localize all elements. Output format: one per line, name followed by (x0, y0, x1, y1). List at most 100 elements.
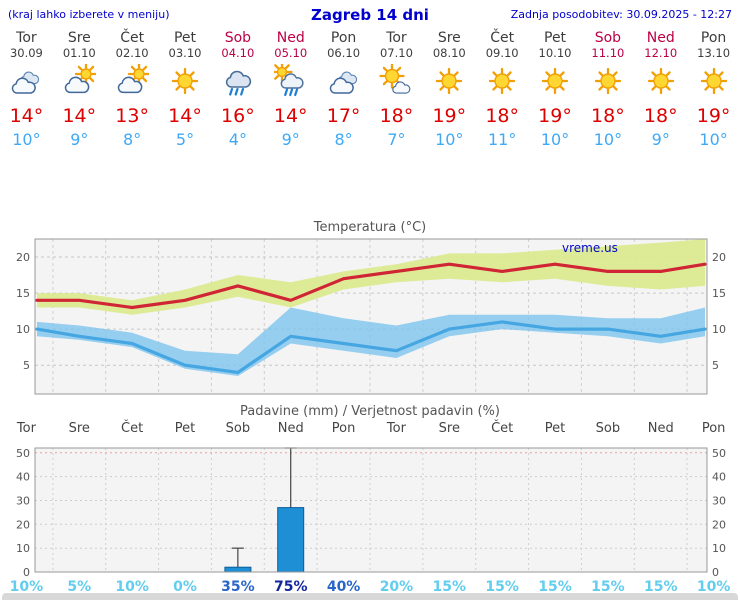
day-column[interactable]: Tor 30.09 14° 10° (0, 30, 53, 150)
precip-probability: 20% (379, 579, 414, 595)
sunny-icon (476, 61, 529, 104)
svg-text:0: 0 (712, 566, 719, 578)
day-name: Sob (594, 30, 622, 46)
sunny-icon (687, 61, 740, 104)
precip-day-label: Pon (701, 421, 726, 436)
max-temperature: 18° (643, 105, 678, 127)
day-name: Ned (276, 30, 305, 46)
svg-text:40: 40 (16, 471, 30, 484)
min-temperature: 8° (334, 130, 353, 149)
day-date: 07.10 (379, 46, 413, 60)
precip-day-label: Čet (491, 421, 514, 436)
day-column[interactable]: Tor 07.10 18° 7° (370, 30, 423, 150)
min-temperature: 9° (281, 130, 300, 149)
header: (kraj lahko izberete v meniju) Zagreb 14… (0, 3, 740, 25)
day-column[interactable]: Sob 11.10 18° 10° (581, 30, 634, 150)
precip-probability: 40% (326, 579, 361, 595)
day-date: 06.10 (327, 46, 361, 60)
precip-day-label: Sob (595, 421, 621, 436)
precip-day-label: Sre (438, 421, 460, 436)
min-temperature: 4° (228, 130, 247, 149)
sunny-icon (581, 61, 634, 104)
svg-text:10: 10 (16, 323, 30, 336)
temperature-chart: 5 5 10 10 15 15 20 20 vreme.us (16, 238, 726, 395)
min-temperature: 10° (435, 130, 464, 149)
day-column[interactable]: Pon 13.10 19° 10° (687, 30, 740, 150)
day-date: 02.10 (115, 46, 149, 60)
day-name: Sre (437, 30, 461, 46)
day-column[interactable]: Pet 10.10 19° 10° (529, 30, 582, 150)
day-name: Tor (16, 30, 37, 46)
precip-probability: 35% (221, 579, 255, 595)
svg-text:10: 10 (16, 542, 30, 555)
sunny-icon (159, 61, 212, 104)
cloudy-icon (0, 61, 53, 104)
min-temperature: 8° (123, 130, 142, 149)
svg-text:20: 20 (712, 518, 726, 531)
precip-probability-row: 10% 5% 10% 0% 35% 75% 40% 20% 15% 15% 15% 15% 15% 10% (0, 578, 740, 598)
precip-probability: 15% (591, 579, 625, 595)
min-temperature: 11° (487, 130, 517, 149)
max-temperature: 13° (115, 105, 149, 127)
temperature-section: Temperatura (°C) 5 5 10 10 15 15 20 20 vreme.us (0, 220, 740, 400)
precip-probability: 15% (538, 579, 572, 595)
precip-probability: 0% (173, 579, 197, 595)
forecast-days-row: Tor 30.09 14° 10° Sre 01.10 14° 9° Čet 02.10 13° 8°… (0, 30, 740, 150)
max-temperature: 16° (221, 105, 255, 127)
svg-text:30: 30 (16, 495, 30, 508)
day-column[interactable]: Ned 12.10 18° 9° (634, 30, 687, 150)
precipitation-section: Padavine (mm) / Verjetnost padavin (%) T… (0, 404, 740, 598)
footer-strip (2, 593, 738, 600)
rain-sun-icon (264, 61, 317, 104)
day-name: Čet (490, 30, 515, 46)
day-column[interactable]: Pon 06.10 17° 8° (317, 30, 370, 150)
day-name: Ned (646, 30, 675, 46)
svg-text:30: 30 (712, 495, 726, 508)
partly-cloudy-icon (106, 61, 159, 104)
min-temperature: 5° (175, 130, 195, 149)
svg-text:5: 5 (23, 359, 30, 372)
day-column[interactable]: Sob 04.10 16° 4° (211, 30, 264, 150)
max-temperature: 19° (696, 105, 731, 127)
min-temperature: 9° (70, 130, 89, 149)
svg-text:15: 15 (16, 287, 30, 300)
max-temperature: 18° (591, 105, 625, 127)
precip-day-label: Čet (121, 421, 144, 436)
precip-day-label: Ned (277, 421, 304, 436)
precipitation-chart: 0 0 10 10 20 20 30 30 40 40 50 50 (16, 447, 726, 578)
temperature-chart-title: Temperatura (°C) (313, 220, 427, 235)
max-temperature: 19° (432, 105, 467, 127)
precip-probability: 5% (67, 579, 92, 595)
precip-probability: 15% (643, 579, 678, 595)
day-name: Pet (173, 30, 197, 46)
min-temperature: 10° (593, 130, 623, 149)
sunny-icon (423, 61, 476, 104)
day-date: 05.10 (274, 46, 308, 60)
day-name: Tor (386, 30, 407, 46)
last-update: Zadnja posodobitev: 30.09.2025 - 12:27 (510, 8, 732, 21)
day-name: Čet (120, 30, 145, 46)
max-temperature: 19° (538, 105, 572, 127)
precip-day-label: Pet (544, 421, 566, 436)
day-date: 01.10 (62, 46, 96, 60)
day-column[interactable]: Sre 08.10 19° 10° (423, 30, 476, 150)
day-column[interactable]: Čet 09.10 18° 11° (476, 30, 529, 150)
sunny-icon (634, 61, 687, 104)
rain-icon (211, 61, 264, 104)
day-column[interactable]: Ned 05.10 14° 9° (264, 30, 317, 150)
day-date: 03.10 (168, 46, 202, 60)
precip-day-label: Pon (331, 421, 356, 436)
precip-day-label: Pet (174, 421, 196, 436)
day-name: Pon (700, 30, 727, 46)
precip-probability: 10% (9, 579, 44, 595)
precip-probability: 15% (485, 579, 519, 595)
precip-day-label: Tor (16, 421, 36, 436)
precip-day-label: Sob (225, 421, 251, 436)
day-column[interactable]: Čet 02.10 13° 8° (106, 30, 159, 150)
day-column[interactable]: Pet 03.10 14° 5° (159, 30, 212, 150)
max-temperature: 17° (326, 105, 361, 127)
svg-text:50: 50 (712, 447, 726, 460)
menu-hint[interactable]: (kraj lahko izberete v meniju) (8, 8, 170, 21)
day-column[interactable]: Sre 01.10 14° 9° (53, 30, 106, 150)
